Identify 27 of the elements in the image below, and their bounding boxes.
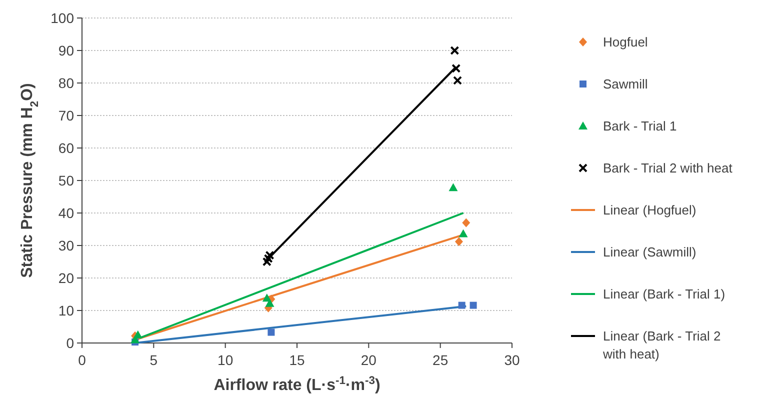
x-tick-label: 30 xyxy=(504,352,520,368)
y-tick-label: 0 xyxy=(66,335,74,351)
legend-label: Bark - Trial 1 xyxy=(603,118,677,134)
legend-label: Linear (Bark - Trial 2 with heat) xyxy=(602,328,721,362)
y-tick-label: 100 xyxy=(50,10,74,26)
x-tick-label: 25 xyxy=(432,352,448,368)
legend-label: Linear (Sawmill) xyxy=(603,244,696,260)
y-tick-label: 50 xyxy=(58,172,74,188)
x-tick-label: 10 xyxy=(218,352,234,368)
y-tick-label: 70 xyxy=(58,108,74,124)
y-tick-label: 30 xyxy=(58,238,74,254)
y-tick-label: 60 xyxy=(58,140,74,156)
y-tick-label: 40 xyxy=(58,205,74,221)
x-tick-label: 20 xyxy=(360,352,377,368)
y-tick-label: 10 xyxy=(58,302,74,318)
x-axis-title: Airflow rate (L·s$^{-1}$·m$^{-3}$) xyxy=(214,375,380,394)
legend-label: Linear (Bark - Trial 1) xyxy=(603,286,726,302)
legend-label: Hogfuel xyxy=(603,34,648,50)
legend-label: Sawmill xyxy=(603,76,648,92)
y-tick-label: 80 xyxy=(58,75,74,91)
x-tick-label: 5 xyxy=(150,352,158,368)
legend-label: Bark - Trial 2 with heat xyxy=(603,160,733,176)
y-tick-label: 20 xyxy=(58,270,74,286)
x-tick-label: 15 xyxy=(289,352,305,368)
legend-label: Linear (Hogfuel) xyxy=(603,202,696,218)
x-tick-label: 0 xyxy=(78,352,86,368)
y-tick-label: 90 xyxy=(58,42,74,58)
